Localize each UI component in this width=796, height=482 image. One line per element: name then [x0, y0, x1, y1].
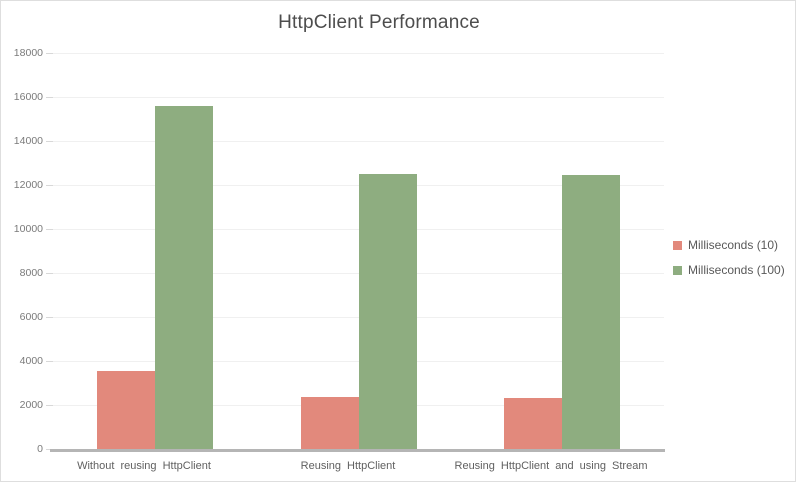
gridline-10000 — [53, 229, 664, 230]
y-axis-label-14000: 14000 — [13, 135, 43, 147]
gridline-18000 — [53, 53, 664, 54]
legend-swatch-icon — [673, 265, 682, 275]
y-tick-6000 — [46, 317, 53, 318]
bar-series-0-group-2 — [504, 398, 562, 449]
gridline-12000 — [53, 185, 664, 186]
y-axis-label-8000: 8000 — [19, 267, 43, 279]
bar-series-1-group-0 — [155, 106, 213, 449]
gridline-16000 — [53, 97, 664, 98]
legend-item-label: Milliseconds (10) — [688, 238, 779, 252]
y-axis-label-6000: 6000 — [19, 311, 43, 323]
y-tick-4000 — [46, 361, 53, 362]
y-tick-18000 — [46, 53, 53, 54]
legend-swatch-icon — [673, 240, 682, 250]
y-tick-16000 — [46, 97, 53, 98]
bar-series-1-group-2 — [562, 175, 620, 449]
x-axis-label-0: Without reusing HttpClient — [77, 460, 211, 472]
legend-item-1: Milliseconds (100) — [673, 263, 785, 277]
y-axis-label-16000: 16000 — [13, 91, 43, 103]
y-axis-label-10000: 10000 — [13, 223, 43, 235]
gridline-4000 — [53, 361, 664, 362]
y-axis-label-4000: 4000 — [19, 355, 43, 367]
y-tick-0 — [46, 449, 53, 450]
y-axis-label-18000: 18000 — [13, 47, 43, 59]
y-axis-label-2000: 2000 — [19, 399, 43, 411]
x-axis-line — [50, 449, 665, 452]
chart-title: HttpClient Performance — [278, 12, 480, 33]
y-tick-10000 — [46, 229, 53, 230]
y-tick-12000 — [46, 185, 53, 186]
y-tick-2000 — [46, 405, 53, 406]
bar-series-0-group-0 — [97, 371, 155, 449]
gridline-6000 — [53, 317, 664, 318]
legend-item-0: Milliseconds (10) — [673, 238, 778, 252]
y-axis-label-0: 0 — [37, 443, 43, 455]
y-tick-8000 — [46, 273, 53, 274]
y-axis-label-12000: 12000 — [13, 179, 43, 191]
x-axis-label-1: Reusing HttpClient — [300, 460, 396, 472]
gridline-8000 — [53, 273, 664, 274]
bar-series-1-group-1 — [359, 174, 417, 449]
y-tick-14000 — [46, 141, 53, 142]
x-axis-label-2: Reusing HttpClient and using Stream — [454, 460, 648, 472]
bar-series-0-group-1 — [301, 397, 359, 449]
legend-item-label: Milliseconds (100) — [688, 263, 785, 277]
gridline-14000 — [53, 141, 664, 142]
